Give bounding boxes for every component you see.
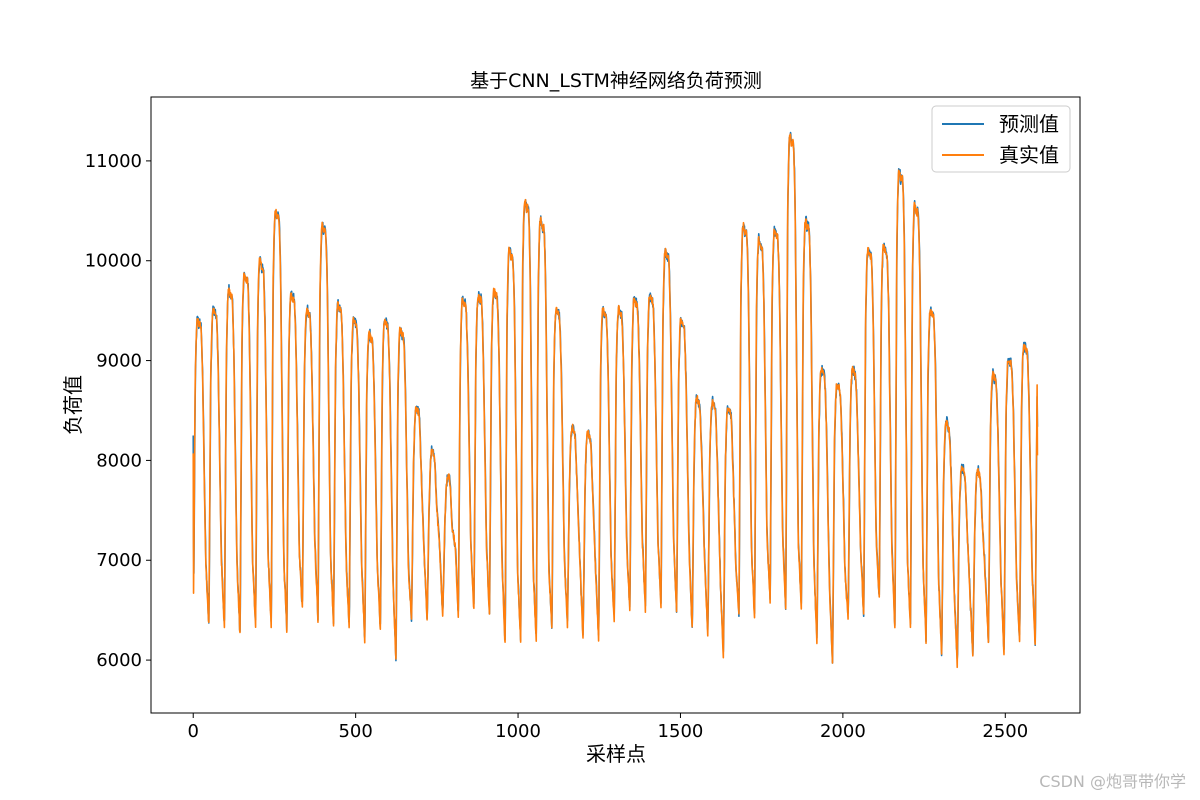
y-tick-label: 9000 [96, 351, 142, 372]
x-tick-label: 500 [338, 721, 372, 742]
legend: 预测值 真实值 [931, 105, 1071, 173]
x-tick-label: 0 [188, 721, 199, 742]
x-tick-label: 1500 [658, 721, 704, 742]
y-tick-label: 8000 [96, 450, 142, 471]
y-axis: 6000 7000 8000 9000 10000 11000 [85, 151, 151, 671]
plot-frame [150, 96, 1081, 714]
y-tick-label: 7000 [96, 550, 142, 571]
legend-label-actual: 真实值 [999, 143, 1059, 167]
x-tick-label: 2500 [982, 721, 1028, 742]
plot-area [192, 131, 1039, 669]
chart-title: 基于CNN_LSTM神经网络负荷预测 [470, 70, 762, 92]
x-axis: 0 500 1000 1500 2000 2500 [188, 713, 1028, 742]
legend-label-predicted: 预测值 [999, 112, 1059, 136]
x-tick-label: 2000 [820, 721, 866, 742]
watermark: CSDN @炮哥带你学 [1039, 772, 1186, 791]
series-line-actual [192, 133, 1039, 669]
y-tick-label: 11000 [85, 151, 142, 172]
y-tick-label: 10000 [85, 251, 142, 272]
y-tick-label: 6000 [96, 650, 142, 671]
y-axis-label: 负荷值 [61, 375, 85, 435]
x-axis-label: 采样点 [586, 742, 646, 766]
x-tick-label: 1000 [495, 721, 541, 742]
